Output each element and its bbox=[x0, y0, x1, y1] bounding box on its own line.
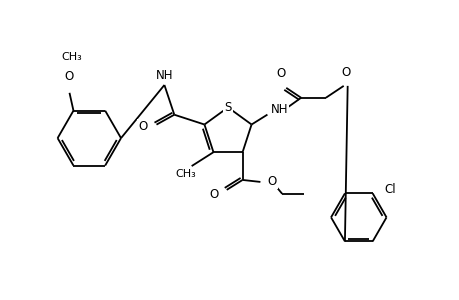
Text: O: O bbox=[209, 188, 218, 201]
Text: NH: NH bbox=[270, 103, 287, 116]
Text: CH₃: CH₃ bbox=[175, 169, 196, 179]
Text: NH: NH bbox=[155, 69, 173, 82]
Text: O: O bbox=[267, 176, 276, 188]
Text: S: S bbox=[224, 101, 231, 114]
Text: Cl: Cl bbox=[384, 183, 395, 196]
Text: O: O bbox=[65, 70, 74, 83]
Text: CH₃: CH₃ bbox=[61, 52, 82, 62]
Text: O: O bbox=[276, 67, 285, 80]
Text: O: O bbox=[138, 120, 147, 133]
Text: O: O bbox=[340, 66, 350, 79]
